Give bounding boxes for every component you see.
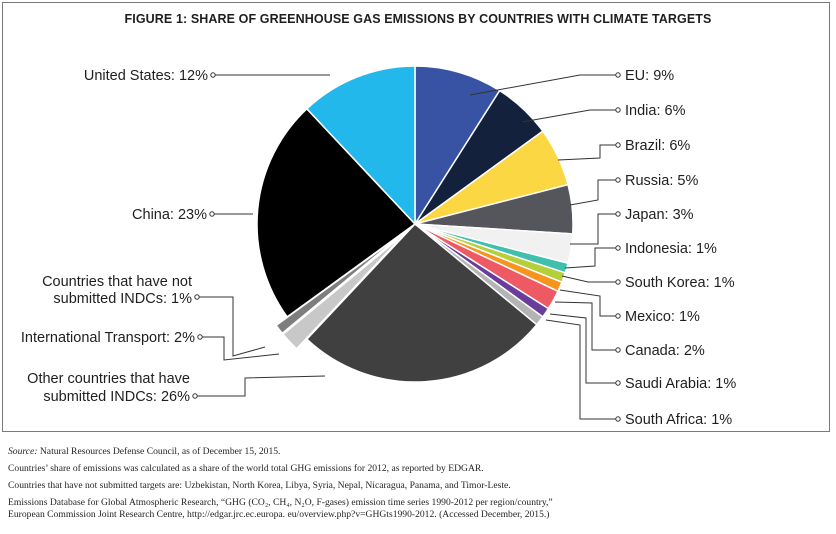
- leader-line: [521, 109, 618, 123]
- calculation-note: Countries’ share of emissions was calcul…: [8, 463, 484, 474]
- label-india: India: 6%: [625, 103, 686, 119]
- label-russia: Russia: 5%: [625, 173, 698, 189]
- leader-line: [559, 289, 618, 317]
- label-other-line1: Other countries that have: [27, 371, 190, 387]
- leader-line: [569, 179, 618, 206]
- label-not-submitted-line2: submitted INDCs: 1%: [53, 291, 192, 307]
- pie-slice-united-states: [305, 65, 416, 226]
- leader-dot: [194, 294, 200, 300]
- figure-frame: [2, 2, 830, 432]
- label-united-states: United States: 12%: [84, 68, 208, 84]
- chart-title: FIGURE 1: SHARE OF GREENHOUSE GAS EMISSI…: [124, 12, 712, 26]
- source-text: Natural Resources Defense Council, as of…: [37, 446, 281, 457]
- leader-dot: [209, 211, 215, 217]
- pie-slice-china: [256, 107, 417, 318]
- leader-dot: [615, 177, 621, 183]
- source-label: Source:: [8, 446, 38, 457]
- leader-dot: [615, 245, 621, 251]
- leader-line: [195, 375, 326, 397]
- source-note: Source: Natural Resources Defense Counci…: [8, 446, 828, 458]
- label-china: China: 23%: [132, 207, 207, 223]
- label-south-africa: South Africa: 1%: [625, 412, 732, 428]
- label-saudi-arabia: Saudi Arabia: 1%: [625, 376, 736, 392]
- leader-dot: [615, 72, 621, 78]
- edgar-citation-line2: European Commission Joint Research Centr…: [8, 509, 550, 520]
- leader-dot: [615, 313, 621, 319]
- label-not-submitted-line1: Countries that have not: [42, 274, 192, 290]
- leader-dot: [615, 279, 621, 285]
- leader-line: [554, 301, 618, 351]
- label-canada: Canada: 2%: [625, 343, 705, 359]
- leader-dot: [210, 72, 216, 78]
- pie-slice-countries-that-have-not-submitted-indcs: [275, 231, 405, 335]
- leader-line: [200, 336, 280, 361]
- leader-dot: [615, 107, 621, 113]
- label-indonesia: Indonesia: 1%: [625, 241, 717, 257]
- leader-line: [557, 144, 618, 161]
- not-submitted-note: Countries that have not submitted target…: [8, 480, 511, 491]
- leader-line: [197, 296, 266, 357]
- leader-dot: [615, 416, 621, 422]
- leader-line: [469, 74, 618, 96]
- leader-line: [570, 213, 618, 245]
- leader-dot: [197, 334, 203, 340]
- leader-dot: [615, 347, 621, 353]
- label-brazil: Brazil: 6%: [625, 138, 690, 154]
- label-south-korea: South Korea: 1%: [625, 275, 735, 291]
- label-eu: EU: 9%: [625, 68, 674, 84]
- leader-line: [549, 313, 618, 384]
- leader-line: [545, 319, 618, 420]
- label-japan: Japan: 3%: [625, 207, 694, 223]
- pie-chart: EU: 9% India: 6% Brazil: 6% Russia: 5% J…: [21, 65, 736, 428]
- edgar-citation: Emissions Database for Global Atmospheri…: [8, 497, 828, 521]
- leader-dot: [615, 142, 621, 148]
- leader-line: [561, 275, 618, 283]
- leader-dot: [615, 211, 621, 217]
- edgar-citation-line1: Emissions Database for Global Atmospheri…: [8, 497, 553, 508]
- leader-dot: [615, 380, 621, 386]
- leader-line: [564, 247, 618, 269]
- leader-dot: [192, 393, 198, 399]
- label-other-line2: submitted INDCs: 26%: [43, 389, 190, 405]
- pie-slice-international-transport: [281, 233, 406, 350]
- label-intl-transport: International Transport: 2%: [21, 330, 195, 346]
- footnotes: Source: Natural Resources Defense Counci…: [8, 446, 828, 526]
- label-mexico: Mexico: 1%: [625, 309, 700, 325]
- pie-slice-other-countries-that-have-submitted-indcs: [305, 222, 538, 383]
